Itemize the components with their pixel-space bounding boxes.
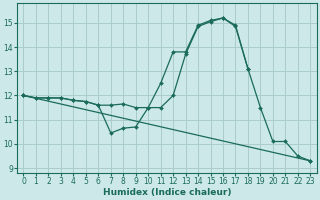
X-axis label: Humidex (Indice chaleur): Humidex (Indice chaleur) xyxy=(103,188,231,197)
